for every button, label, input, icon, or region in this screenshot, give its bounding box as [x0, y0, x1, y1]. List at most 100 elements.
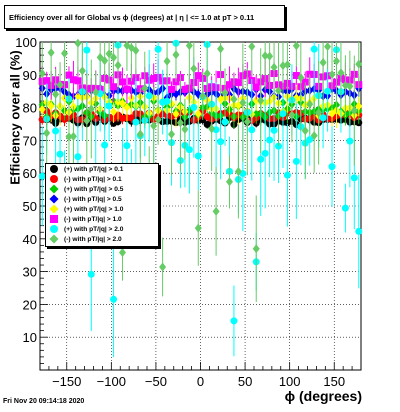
data-point	[355, 227, 363, 235]
data-point	[56, 80, 64, 90]
y-tick-label: 20	[23, 297, 37, 312]
y-tick-label: 70	[23, 133, 37, 148]
data-point	[252, 83, 260, 91]
data-point	[38, 104, 46, 114]
data-point	[279, 61, 287, 71]
data-point	[319, 114, 327, 122]
data-point	[145, 92, 153, 100]
data-point	[118, 98, 126, 108]
data-point	[225, 177, 233, 187]
legend-item: (-) with pT/|q| > 1.0	[46, 214, 158, 224]
x-tick-label: −50	[145, 374, 167, 389]
data-point	[168, 85, 176, 93]
legend-marker	[46, 184, 64, 194]
y-tick-label: 60	[23, 166, 37, 181]
data-point	[181, 85, 189, 93]
legend-marker	[46, 174, 64, 184]
data-point	[132, 46, 140, 56]
data-point	[324, 42, 332, 52]
y-tick-label: 40	[23, 232, 37, 247]
data-point	[159, 262, 167, 272]
data-point	[154, 115, 162, 125]
data-point	[110, 52, 118, 62]
x-tick-label: −150	[52, 374, 81, 389]
data-point	[168, 129, 176, 139]
data-point	[234, 166, 242, 176]
data-point	[74, 38, 82, 48]
data-point	[341, 204, 349, 212]
data-point	[332, 56, 340, 66]
data-point	[283, 171, 291, 179]
legend-marker	[46, 164, 64, 174]
data-point	[87, 104, 95, 114]
data-point	[110, 107, 118, 117]
data-point	[163, 97, 171, 105]
legend-item: (-) with pT/|q| > 0.1	[46, 174, 158, 184]
y-tick-label: 10	[23, 330, 37, 345]
y-tick-label: 30	[23, 265, 37, 280]
data-point	[132, 118, 140, 126]
data-point	[61, 48, 69, 58]
data-point	[150, 75, 158, 83]
legend-label: (+) with pT/|q| > 2.0	[64, 225, 124, 233]
legend-item: (-) with pT/|q| > 2.0	[46, 234, 158, 244]
data-point	[172, 50, 180, 60]
x-axis-label: ϕ (degrees)	[284, 388, 362, 404]
data-point	[74, 77, 82, 85]
data-point	[190, 64, 198, 74]
data-point	[38, 68, 46, 78]
data-point	[221, 88, 229, 98]
data-point	[230, 94, 238, 104]
data-point	[257, 155, 265, 163]
data-point	[105, 102, 113, 110]
data-point	[328, 163, 336, 171]
data-point	[194, 152, 202, 160]
data-point	[127, 114, 135, 122]
data-point	[69, 76, 77, 84]
data-point	[297, 73, 305, 83]
data-point	[136, 129, 144, 139]
data-point	[225, 81, 233, 89]
data-point	[118, 78, 126, 86]
data-point	[337, 68, 345, 78]
data-point	[83, 46, 91, 54]
data-point	[38, 172, 46, 180]
data-point	[266, 136, 274, 144]
data-point	[239, 98, 247, 108]
data-point	[74, 153, 82, 161]
data-point	[185, 41, 193, 51]
data-point	[56, 150, 64, 158]
data-point	[355, 101, 363, 111]
data-point	[163, 56, 171, 66]
x-tick-label: −100	[97, 374, 126, 389]
y-tick-label: 100	[15, 35, 37, 50]
legend-item: (+) with pT/|q| > 1.0	[46, 204, 158, 214]
data-point	[306, 136, 314, 144]
data-point	[87, 270, 95, 278]
data-point	[270, 126, 278, 134]
data-point	[350, 106, 358, 116]
data-point	[230, 317, 238, 325]
data-point	[270, 62, 278, 72]
legend-marker	[46, 194, 64, 204]
data-point	[43, 128, 51, 138]
legend-item: (-) with pT/|q| > 0.5	[46, 194, 158, 204]
data-point	[319, 57, 327, 67]
data-point	[279, 110, 287, 118]
legend-label: (+) with pT/|q| > 1.0	[64, 205, 124, 213]
data-point	[194, 72, 202, 80]
data-point	[346, 137, 354, 145]
data-point	[181, 124, 189, 134]
data-point	[266, 51, 274, 61]
data-point	[301, 126, 309, 136]
y-tick-label: 50	[23, 199, 37, 214]
data-point	[110, 83, 118, 91]
data-point	[341, 80, 349, 90]
data-point	[203, 69, 211, 79]
x-tick-label: 0	[197, 374, 204, 389]
data-point	[92, 87, 100, 97]
data-point	[83, 116, 91, 126]
data-point	[217, 44, 225, 54]
data-point	[310, 45, 318, 53]
